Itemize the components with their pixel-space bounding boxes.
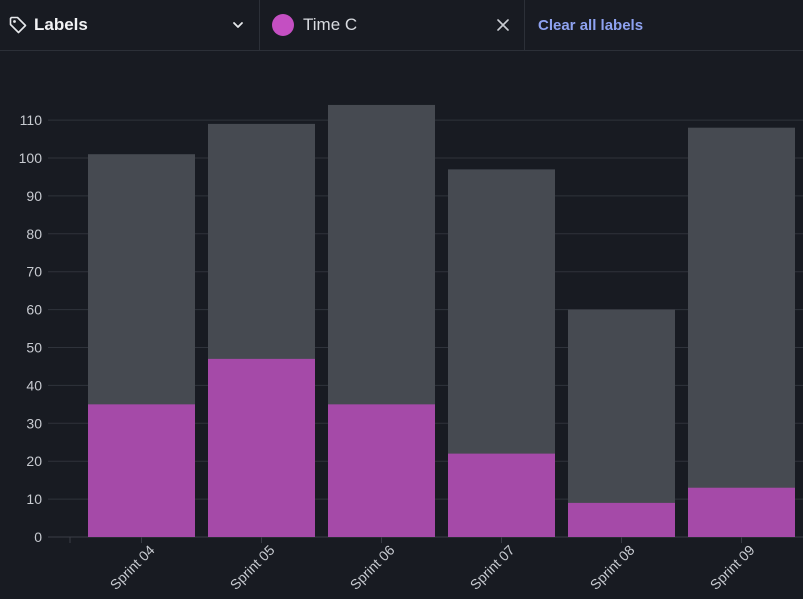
clear-all-section: Clear all labels [525,0,643,50]
x-tick-label: Sprint 09 [707,542,758,593]
selected-label-chip: Time C [260,0,525,50]
x-tick-label: Sprint 08 [587,542,638,593]
selected-label-text: Time C [303,15,358,34]
x-tick-label: Sprint 04 [107,542,158,593]
bar-time-c[interactable] [88,404,195,537]
bar-time-c[interactable] [688,487,795,537]
clear-all-labels-link[interactable]: Clear all labels [538,16,644,34]
bar-time-c[interactable] [568,502,675,537]
y-tick-label: 50 [26,340,42,356]
y-tick-label: 70 [26,264,42,280]
chevron-down-icon[interactable] [231,18,245,32]
y-tick-label: 0 [34,529,42,545]
bar-total[interactable] [688,127,795,538]
y-tick-label: 20 [26,453,42,469]
y-tick-label: 30 [26,415,42,431]
labels-dropdown-label: Labels [34,15,88,34]
y-tick-label: 60 [26,302,42,318]
y-tick-label: 10 [26,491,42,507]
close-icon[interactable] [496,18,510,32]
y-tick-label: 110 [20,112,43,128]
y-tick-label: 100 [19,150,43,166]
labels-toolbar: Labels Time C Clear all labels [0,0,803,51]
x-tick-label: Sprint 05 [227,542,278,593]
y-tick-label: 80 [26,226,42,242]
y-tick-label: 40 [26,377,42,393]
bar-time-c[interactable] [208,358,315,537]
x-tick-label: Sprint 07 [467,542,518,593]
bar-chart: 0 10 20 30 40 50 60 70 80 90 100 110 Sprint 04 Sprint… [19,104,803,593]
label-color-dot [272,14,294,36]
bar-time-c[interactable] [328,404,435,537]
x-tick-label: Sprint 06 [347,542,398,593]
labels-dropdown[interactable]: Labels [0,0,260,50]
tag-icon [8,15,28,35]
bar-total[interactable] [568,309,675,537]
y-tick-label: 90 [26,188,42,204]
bar-time-c[interactable] [448,453,555,537]
